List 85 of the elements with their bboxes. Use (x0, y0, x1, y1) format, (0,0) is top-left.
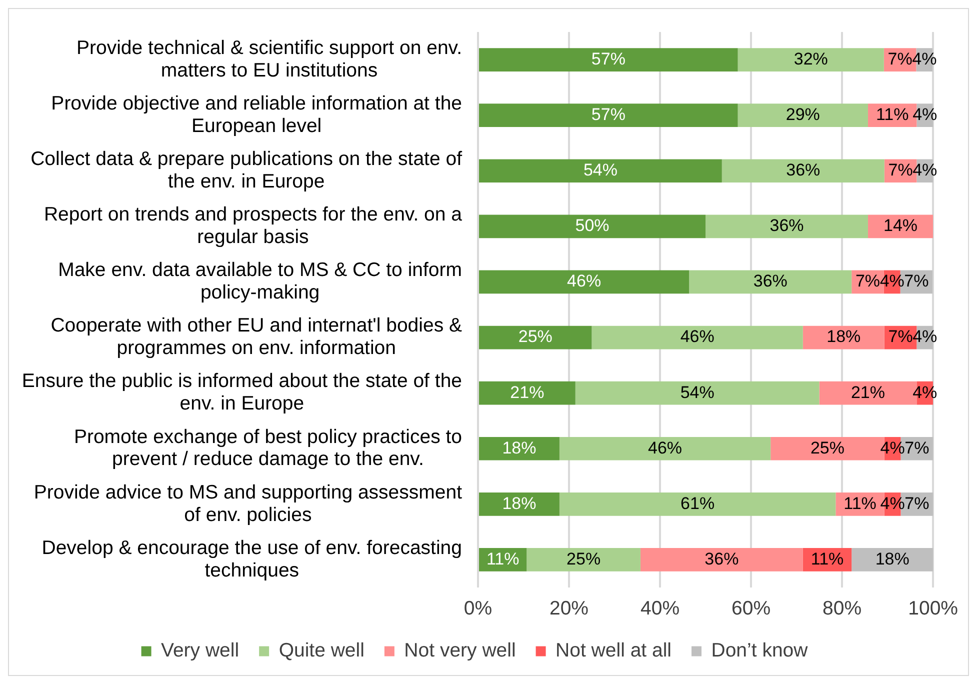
bar (479, 326, 592, 350)
y-tick-label: Ensure the public is informed about the state of the env. in Europe (22, 370, 462, 415)
data-label: 11% (876, 105, 909, 124)
x-tick-label: 0% (464, 598, 492, 620)
y-tick-label: Provide objective and reliable information at the European level (51, 92, 462, 137)
bar (689, 270, 852, 294)
data-label: 7% (855, 272, 880, 291)
data-label: 25% (518, 327, 552, 346)
data-label: 18% (502, 438, 536, 458)
data-label: 7% (904, 272, 929, 291)
y-tick-label: Provide advice to MS and supporting assessment of env. policies (34, 481, 463, 526)
bar (479, 436, 560, 460)
legend-label: Quite well (278, 640, 364, 662)
x-tick-label: 80% (822, 598, 862, 620)
bar (738, 48, 884, 72)
y-tick-label: Provide technical & scientific support on env. matters to EU institutions (76, 36, 462, 82)
bar (559, 492, 836, 516)
y-tick-label: Make env. data available to MS & CC to inform policy-making (58, 259, 462, 304)
bar (559, 436, 771, 460)
data-label: 4% (912, 160, 938, 180)
data-label: 46% (567, 272, 602, 291)
data-label: 4% (912, 49, 937, 68)
data-label: 18% (826, 327, 861, 346)
x-tick-label: 40% (640, 598, 680, 620)
data-label: 11% (810, 549, 844, 568)
data-label: 36% (753, 272, 788, 291)
data-label: 57% (591, 105, 626, 124)
data-label: 7% (888, 160, 913, 180)
data-label: 4% (912, 327, 938, 346)
bar (479, 159, 722, 183)
bar (575, 381, 820, 405)
data-label: 4% (912, 105, 938, 124)
data-label: 4% (880, 272, 904, 291)
x-tick-label: 100% (908, 598, 958, 620)
bar (852, 548, 934, 572)
bar (479, 214, 706, 238)
bar (706, 214, 868, 238)
data-label: 18% (875, 549, 910, 568)
data-label: 11% (844, 494, 876, 513)
bar (640, 548, 803, 572)
y-tick-label: Collect data & prepare publications on the state of the env. in Europe (30, 148, 463, 192)
bar (479, 270, 690, 294)
bar (526, 548, 640, 572)
y-tick-label: Report on trends and prospects for the env. on a regular basis (44, 204, 462, 248)
data-label: 21% (510, 382, 544, 402)
data-label: 36% (704, 549, 739, 568)
data-label: 50% (575, 216, 610, 236)
data-label: 7% (904, 494, 930, 513)
data-label: 54% (583, 160, 618, 180)
data-label: 18% (502, 494, 536, 513)
data-label: 7% (888, 327, 913, 346)
legend-label: Not well at all (556, 640, 672, 662)
y-tick-label: Promote exchange of best policy practices to prevent / reduce damage to the env. (74, 426, 462, 470)
data-label: 25% (566, 549, 601, 568)
data-label: 57% (591, 49, 626, 68)
data-label: 7% (904, 438, 930, 458)
data-label: 36% (770, 216, 804, 236)
data-label: 4% (880, 494, 905, 513)
bar (722, 159, 884, 183)
bar (479, 104, 738, 127)
bar (479, 381, 576, 405)
data-label: 46% (648, 438, 682, 458)
data-label: 32% (794, 49, 828, 68)
x-tick-label: 60% (732, 598, 771, 620)
data-label: 21% (850, 382, 886, 402)
data-label: 36% (786, 160, 820, 180)
data-label: 7% (888, 49, 912, 68)
data-label: 54% (680, 382, 714, 402)
data-label: 14% (884, 216, 918, 236)
x-tick-label: 20% (549, 598, 589, 620)
bar (738, 104, 868, 127)
bar (592, 326, 803, 350)
bar (479, 48, 738, 72)
data-label: 61% (680, 494, 715, 513)
data-label: 4% (880, 438, 905, 458)
bar (479, 492, 560, 516)
legend-label: Not very well (404, 640, 516, 662)
data-label: 29% (786, 105, 820, 124)
y-tick-label: Develop & encourage the use of env. forecasting techniques (42, 536, 462, 582)
data-label: 46% (680, 327, 714, 346)
y-tick-label: Cooperate with other EU and internat'l bodies & programmes on env. information (50, 314, 462, 360)
data-label: 11% (486, 549, 520, 568)
data-label: 25% (810, 438, 845, 458)
legend-label: Very well (161, 640, 240, 662)
legend-label: Don’t know (711, 640, 809, 662)
